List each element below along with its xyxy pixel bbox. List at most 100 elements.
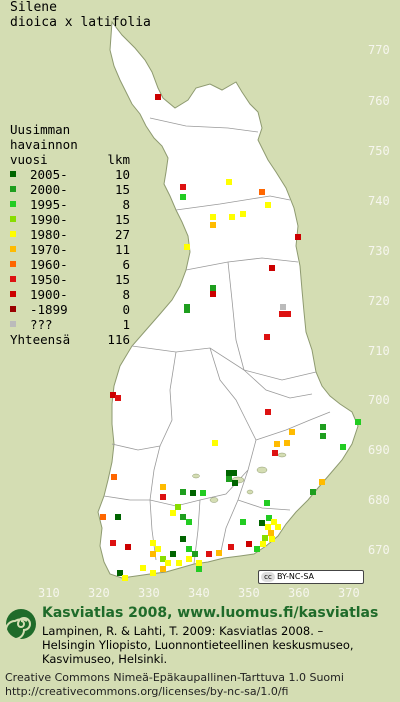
legend-item: 1995- 8 [10, 197, 130, 212]
legend-item-label: -1899 [30, 302, 68, 317]
y-tick-750: 750 [368, 144, 390, 158]
legend-swatch [10, 186, 16, 192]
y-axis-ticks: 770 760 750 740 730 720 710 700 690 680 … [368, 43, 390, 557]
obs-marker [271, 519, 277, 525]
finland-distribution-map: 770 760 750 740 730 720 710 700 690 680 … [38, 20, 390, 600]
obs-marker [184, 244, 190, 250]
legend-item: 1970- 11 [10, 242, 130, 257]
obs-marker [269, 536, 275, 542]
obs-marker [160, 566, 166, 572]
obs-marker [125, 544, 131, 550]
x-tick-320: 320 [88, 586, 110, 600]
cc-badge-label: BY-NC-SA [277, 572, 315, 581]
legend-item-label: 2005- [30, 167, 68, 182]
cc-icon: cc [261, 572, 275, 582]
citation-line1: Lampinen, R. & Lahti, T. 2009: Kasviatla… [42, 624, 324, 638]
obs-marker [155, 94, 161, 100]
legend-item-count: 27 [114, 227, 130, 242]
legend-item-count: 15 [114, 212, 130, 227]
obs-marker [110, 392, 116, 398]
species-title-line2: dioica x latifolia [10, 15, 151, 30]
obs-marker [165, 560, 171, 566]
obs-marker [150, 551, 156, 557]
legend-rows: 2005- 10 2000- 15 1995- 8 1990- 15 1980- 27 1970- 1… [10, 167, 130, 332]
obs-marker [115, 514, 121, 520]
obs-marker [180, 536, 186, 542]
legend-item: 1960- 6 [10, 257, 130, 272]
legend-swatch [10, 261, 16, 267]
obs-marker [284, 440, 290, 446]
legend: Uusimman havainnon vuosi lkm 2005- 10 2000… [10, 122, 130, 348]
legend-item-label: 1900- [30, 287, 68, 302]
obs-marker [196, 560, 202, 566]
obs-marker [186, 519, 192, 525]
legend-item-label: 2000- [30, 182, 68, 197]
obs-marker [206, 551, 212, 557]
legend-item-count: 10 [114, 167, 130, 182]
obs-marker [259, 189, 265, 195]
obs-marker [140, 565, 146, 571]
obs-marker [240, 211, 246, 217]
obs-marker [117, 570, 123, 576]
cc-license-badge[interactable]: cc BY-NC-SA [258, 570, 364, 584]
legend-item-count: 0 [122, 302, 130, 317]
obs-marker [264, 500, 270, 506]
obs-marker [115, 395, 121, 401]
obs-marker [160, 494, 166, 500]
x-tick-370: 370 [338, 586, 360, 600]
obs-marker [254, 546, 260, 552]
y-tick-700: 700 [368, 393, 390, 407]
x-tick-360: 360 [288, 586, 310, 600]
legend-header-line3: vuosi [10, 152, 48, 167]
obs-marker [355, 419, 361, 425]
legend-swatch [10, 216, 16, 222]
legend-swatch [10, 291, 16, 297]
legend-item-label: 1990- [30, 212, 68, 227]
legend-item-count: 15 [114, 182, 130, 197]
legend-item: ??? 1 [10, 317, 130, 332]
license-url[interactable]: http://creativecommons.org/licenses/by-n… [5, 685, 289, 698]
x-tick-310: 310 [38, 586, 60, 600]
obs-marker [180, 194, 186, 200]
legend-item-count: 6 [122, 257, 130, 272]
obs-marker [266, 515, 272, 521]
license-line1: Creative Commons Nimeä-Epäkaupallinen-Ta… [5, 671, 344, 684]
brand-link[interactable]: Kasviatlas 2008, www.luomus.fi/kasviatla… [42, 605, 379, 621]
obs-marker [122, 575, 128, 581]
legend-item: 2005- 10 [10, 167, 130, 182]
obs-marker [155, 546, 161, 552]
obs-marker [176, 560, 182, 566]
obs-marker [280, 304, 286, 310]
obs-marker [269, 265, 275, 271]
legend-header-row: vuosi lkm [10, 152, 130, 167]
footer: Kasviatlas 2008, www.luomus.fi/kasviatla… [0, 605, 400, 702]
obs-marker [150, 540, 156, 546]
obs-marker [212, 440, 218, 446]
x-tick-340: 340 [188, 586, 210, 600]
obs-marker [111, 474, 117, 480]
obs-marker [319, 479, 325, 485]
obs-marker [216, 550, 222, 556]
legend-header-line2: havainnon [10, 137, 78, 152]
legend-item-label: 1970- [30, 242, 68, 257]
legend-item-label: 1995- [30, 197, 68, 212]
obs-marker [180, 184, 186, 190]
legend-item-count: 15 [114, 272, 130, 287]
legend-item: 1990- 15 [10, 212, 130, 227]
obs-marker [200, 490, 206, 496]
y-tick-710: 710 [368, 344, 390, 358]
citation-line3: Kasvimuseo, Helsinki. [42, 652, 168, 666]
obs-marker [240, 519, 246, 525]
obs-marker [180, 489, 186, 495]
obs-marker [160, 484, 166, 490]
obs-marker [186, 546, 192, 552]
obs-marker [274, 441, 280, 447]
obs-marker [210, 291, 216, 297]
obs-marker [232, 480, 238, 486]
legend-swatch [10, 276, 16, 282]
legend-swatch [10, 231, 16, 237]
obs-marker [259, 520, 265, 526]
legend-swatch [10, 321, 16, 327]
obs-marker [268, 530, 274, 536]
legend-swatch [10, 306, 16, 312]
